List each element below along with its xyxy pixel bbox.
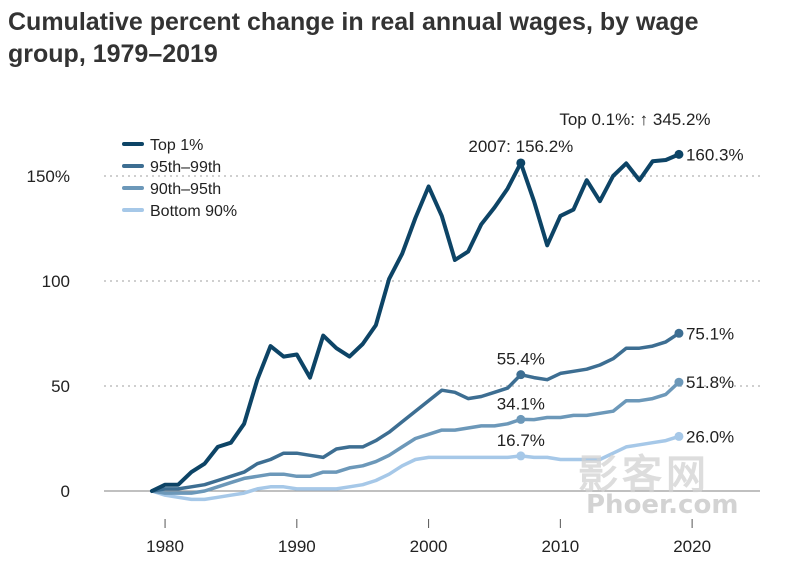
data-labels: 2007: 156.2% 160.3% 55.4% 75.1% 34.1% 51.8% 16… (468, 110, 743, 450)
series-line-2 (150, 380, 681, 495)
x-tick-label: 2010 (541, 537, 579, 556)
y-tick-label: 0 (61, 482, 70, 501)
marker-point (674, 328, 684, 338)
legend-label: Top 1% (150, 137, 203, 154)
data-label: 26.0% (686, 427, 734, 446)
x-tick-label: 2000 (410, 537, 448, 556)
y-tick-label: 50 (51, 377, 70, 396)
x-tick-label: 1990 (278, 537, 316, 556)
series-markers (516, 149, 684, 461)
y-tick-label: 150% (27, 167, 70, 186)
x-tick-label: 1980 (146, 537, 184, 556)
grid-lines (104, 175, 760, 492)
marker-point (674, 431, 684, 441)
marker-point (674, 149, 684, 159)
series-line-1 (150, 331, 681, 493)
data-label: 160.3% (686, 145, 744, 164)
marker-point (516, 414, 526, 424)
y-axis-ticks: 0 50 100 150% (27, 167, 70, 501)
watermark-text: Phoer.com (586, 490, 739, 520)
data-label: 2007: 156.2% (468, 137, 573, 156)
data-label: 16.7% (497, 431, 545, 450)
marker-point (516, 158, 526, 168)
chart-title: Cumulative percent change in real annual… (8, 8, 699, 68)
legend-label: 95th–99th (150, 159, 221, 176)
marker-point (674, 377, 684, 387)
marker-point (516, 370, 526, 380)
x-tick-label: 2020 (673, 537, 711, 556)
series-line-3 (150, 434, 681, 502)
data-label: 51.8% (686, 373, 734, 392)
top-annotation: Top 0.1%: ↑ 345.2% (559, 110, 710, 129)
series-line-0 (149, 152, 681, 493)
marker-point (516, 451, 526, 461)
legend-label: Bottom 90% (150, 203, 237, 220)
data-label: 34.1% (497, 394, 545, 413)
legend: Top 1% 95th–99th 90th–95th Bottom 90% (122, 137, 237, 220)
series-lines (149, 152, 681, 502)
legend-label: 90th–95th (150, 181, 221, 198)
watermark-logo: 影客网 (578, 452, 710, 498)
x-axis-ticks: 1980 1990 2000 2010 2020 (146, 519, 711, 556)
data-label: 75.1% (686, 324, 734, 343)
data-label: 55.4% (497, 350, 545, 369)
y-tick-label: 100 (42, 272, 70, 291)
